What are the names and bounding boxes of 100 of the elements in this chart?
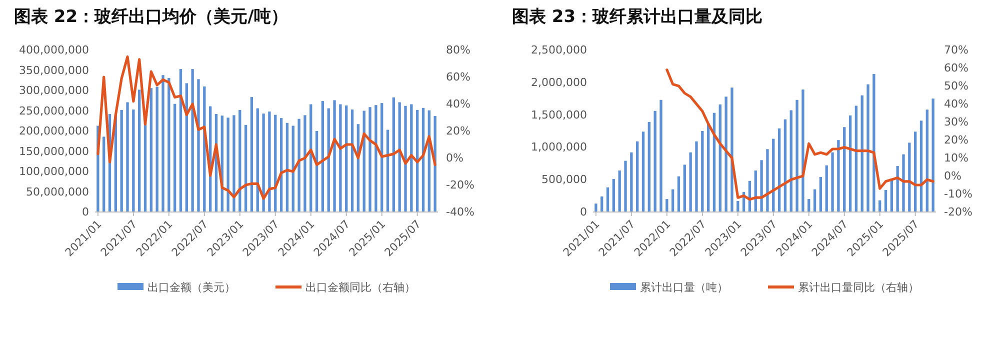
bar xyxy=(232,115,236,212)
bar xyxy=(226,118,230,212)
bar xyxy=(932,98,934,212)
bar xyxy=(168,78,170,212)
bar xyxy=(102,136,106,212)
bar xyxy=(718,104,722,212)
bar xyxy=(872,74,876,212)
bar xyxy=(796,100,798,212)
y2-tick-label: 0% xyxy=(944,170,962,183)
bar xyxy=(345,105,348,212)
bar xyxy=(392,97,395,212)
bar xyxy=(321,101,324,212)
bar xyxy=(683,164,686,212)
bar xyxy=(250,96,254,212)
y2-tick-label: 70% xyxy=(944,44,968,57)
bar xyxy=(695,141,698,212)
bar xyxy=(908,142,911,212)
y-tick-label: 2,500,000 xyxy=(531,44,587,57)
legend-label: 出口金额（美元） xyxy=(148,281,236,294)
bar xyxy=(120,110,123,212)
bar xyxy=(416,110,419,212)
bar xyxy=(654,110,656,212)
bar xyxy=(724,96,728,212)
bar xyxy=(304,115,306,212)
bar xyxy=(298,118,300,212)
bar xyxy=(666,199,668,212)
y2-tick-label: 10% xyxy=(944,152,968,165)
y-tick-label: 500,000 xyxy=(542,173,587,186)
bar xyxy=(612,178,616,212)
bar xyxy=(848,115,852,212)
y2-tick-label: 30% xyxy=(944,116,968,129)
chart-title: 图表 23：玻纤累计出口量及同比 xyxy=(512,7,763,27)
bar xyxy=(238,110,242,212)
bar xyxy=(808,199,810,212)
bar xyxy=(819,177,822,212)
y-tick-label: 1,000,000 xyxy=(531,140,587,154)
y2-tick-label: 60% xyxy=(446,70,470,84)
bar xyxy=(197,79,200,212)
bar xyxy=(843,127,846,212)
bar xyxy=(701,131,704,212)
bar xyxy=(784,119,787,212)
bar xyxy=(902,154,905,212)
line-series xyxy=(666,68,934,201)
bar xyxy=(386,130,390,212)
y2-tick-label: -10% xyxy=(944,188,972,201)
bar xyxy=(854,106,858,212)
bar xyxy=(813,189,816,212)
bar xyxy=(660,100,662,212)
bar xyxy=(648,122,650,212)
y2-tick-label: 40% xyxy=(944,98,968,111)
bar xyxy=(677,176,680,212)
y-tick-label: 300,000,000 xyxy=(19,84,89,98)
y-tick-label: 0 xyxy=(580,206,587,219)
legend-label: 出口金额同比（右轴） xyxy=(306,281,416,294)
bar xyxy=(594,204,598,212)
bar xyxy=(368,107,372,212)
y-tick-label: 350,000,000 xyxy=(19,64,89,77)
bar xyxy=(262,114,265,212)
bar xyxy=(286,122,289,212)
bar xyxy=(837,140,840,212)
bar xyxy=(802,90,804,212)
bar xyxy=(736,200,740,212)
bar xyxy=(173,104,176,212)
bar xyxy=(831,152,834,212)
y2-tick-label: 20% xyxy=(446,124,470,138)
y2-tick-label: 0% xyxy=(446,152,464,165)
bar xyxy=(374,105,378,212)
bar xyxy=(706,123,710,212)
bar xyxy=(606,187,610,212)
bar xyxy=(914,132,917,212)
bar xyxy=(434,116,436,212)
y-tick-label: 150,000,000 xyxy=(19,144,89,158)
bar xyxy=(268,112,271,212)
bar xyxy=(162,75,164,212)
bar xyxy=(790,110,792,212)
bar xyxy=(150,88,152,212)
y2-tick-label: 60% xyxy=(944,62,968,75)
y2-tick-label: 80% xyxy=(446,44,470,57)
y2-tick-label: 20% xyxy=(944,134,968,147)
y-tick-label: 0 xyxy=(82,206,89,219)
bar xyxy=(410,104,413,212)
bar xyxy=(636,141,639,212)
bar xyxy=(339,104,342,212)
bar xyxy=(624,160,627,212)
bar xyxy=(132,110,135,212)
y-tick-label: 400,000,000 xyxy=(19,44,89,57)
bar xyxy=(126,102,129,212)
bar xyxy=(138,90,141,212)
bar xyxy=(825,165,828,212)
y-tick-label: 2,000,000 xyxy=(531,76,587,89)
y-tick-label: 50,000,000 xyxy=(26,185,89,198)
bar xyxy=(642,132,645,212)
bar xyxy=(920,120,923,212)
y2-tick-label: -20% xyxy=(446,178,474,192)
bar xyxy=(404,106,407,212)
y2-tick-label: 50% xyxy=(944,80,968,93)
bar xyxy=(630,152,633,212)
bar xyxy=(333,100,336,212)
bar xyxy=(156,86,158,212)
y-tick-label: 200,000,000 xyxy=(19,124,89,138)
